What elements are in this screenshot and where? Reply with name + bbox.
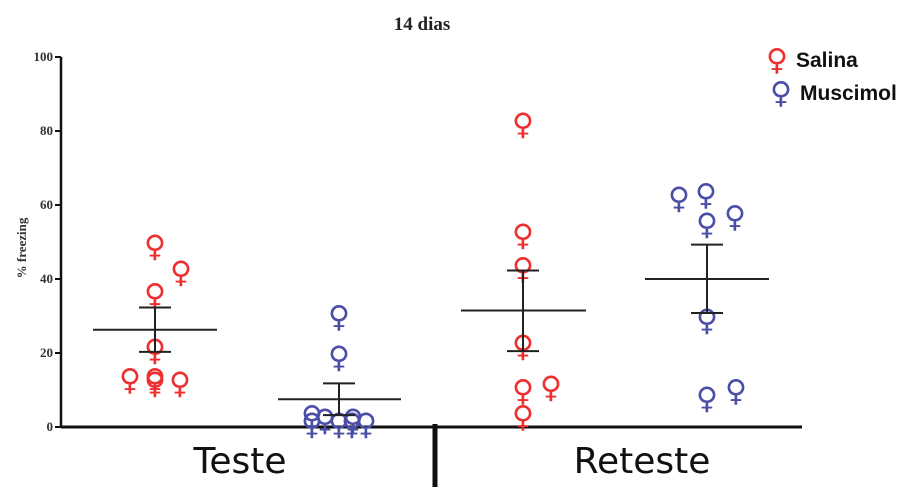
data-point: ♀: [314, 404, 336, 439]
y-tick-label: 60: [40, 197, 53, 212]
legend-marker: ♀: [766, 43, 788, 78]
data-point: ♀: [512, 252, 534, 287]
data-point: ♀: [169, 367, 191, 402]
data-point: ♀: [144, 367, 166, 402]
data-point: ♀: [540, 370, 562, 405]
data-point: ♀: [725, 374, 747, 409]
y-tick-label: 0: [47, 419, 54, 434]
y-tick-label: 80: [40, 123, 53, 138]
data-point: ♀: [144, 278, 166, 313]
legend-label: Muscimol: [800, 82, 897, 105]
y-axis-label: % freezing: [14, 217, 29, 278]
y-tick-label: 20: [40, 345, 53, 360]
data-point: ♀: [512, 219, 534, 254]
legend-marker: ♀: [770, 76, 792, 111]
data-point: ♀: [170, 256, 192, 291]
group-label-reteste: Reteste: [574, 441, 711, 482]
data-point: ♀: [668, 182, 690, 217]
data-point: ♀: [512, 108, 534, 143]
data-point: ♀: [144, 363, 166, 398]
data-point: ♀: [328, 300, 350, 335]
data-point: ♀: [342, 404, 364, 439]
data-point: ♀: [144, 230, 166, 265]
legend: ♀ Salina♀ Muscimol: [766, 43, 897, 111]
data-point: ♀: [696, 208, 718, 243]
data-point: ♀: [512, 400, 534, 435]
data-point: ♀: [301, 407, 323, 442]
data-point: ♀: [724, 200, 746, 235]
axes: 0 20 40 60 80 100: [34, 49, 802, 487]
data-point: ♀: [696, 381, 718, 416]
y-tick-label: 100: [34, 49, 54, 64]
group-label-teste: Teste: [192, 441, 286, 482]
data-point: ♀: [512, 374, 534, 409]
data-point: ♀: [695, 178, 717, 213]
data-point: ♀: [355, 407, 377, 442]
y-tick-label: 40: [40, 271, 53, 286]
data-point: ♀: [301, 400, 323, 435]
data-point: ♀: [328, 341, 350, 376]
data-marks: ♀♀♀♀♀ ♀ ♀♀♀♀♀♀♀♀♀♀♀♀♀ ♀♀ ♀ ♀♀♀ ♀♀ ♀♀♀ ♀: [93, 108, 769, 442]
legend-label: Salina: [796, 49, 858, 72]
data-point: ♀: [119, 363, 141, 398]
chart-title: 14 dias: [394, 14, 451, 35]
